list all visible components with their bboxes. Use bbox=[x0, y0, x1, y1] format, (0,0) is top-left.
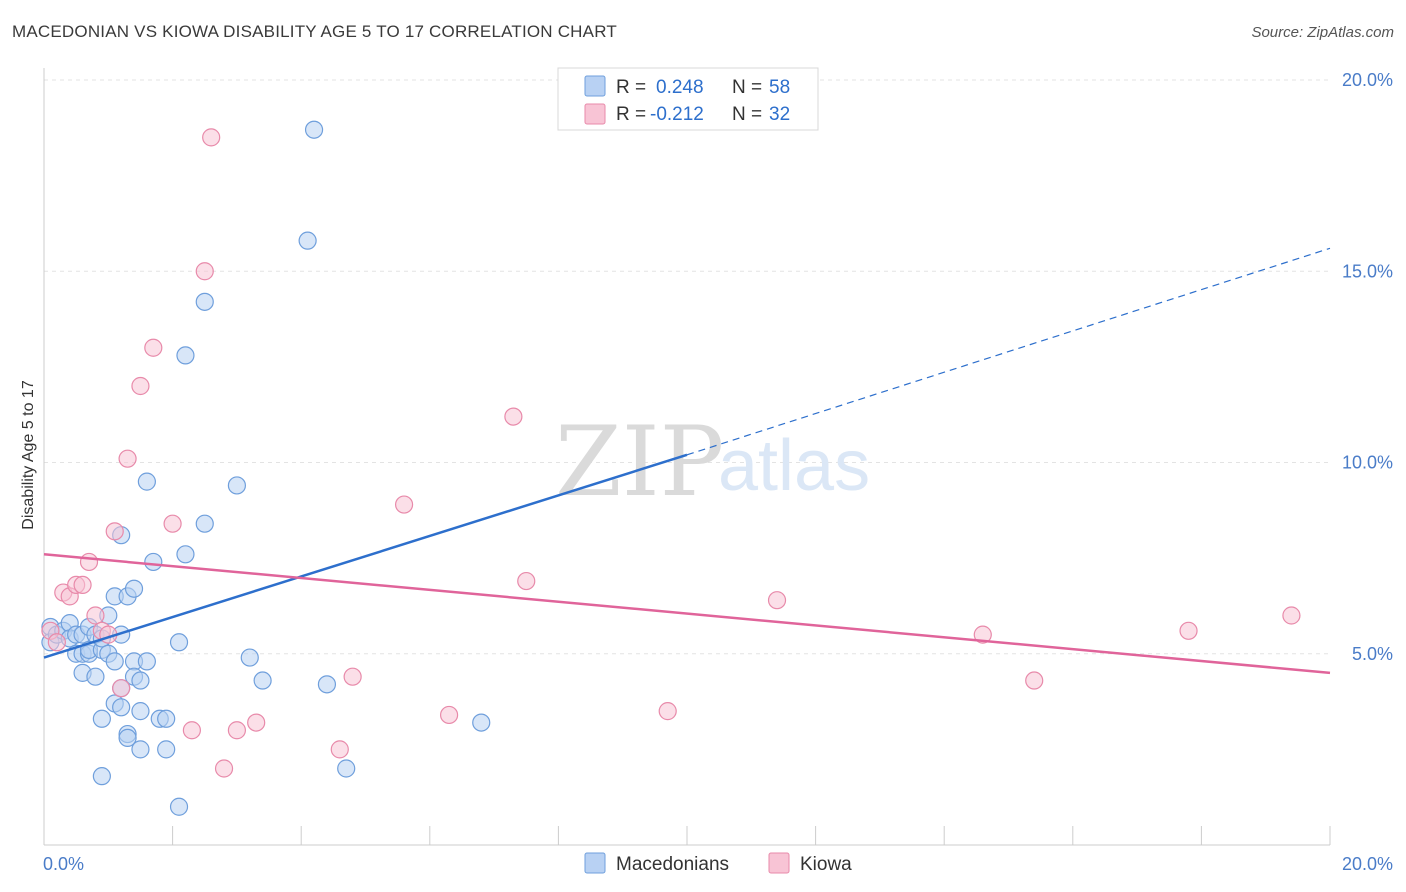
kiowa-point bbox=[163, 514, 182, 533]
axes bbox=[43, 68, 1331, 846]
macedonians-point bbox=[195, 292, 214, 311]
macedonians-point bbox=[253, 671, 272, 690]
macedonians-point bbox=[169, 633, 189, 652]
kiowa-point bbox=[73, 575, 92, 595]
macedonians-point bbox=[131, 740, 150, 759]
legend-n-label-kiowa: N = bbox=[732, 104, 762, 125]
source-label: Source: ZipAtlas.com bbox=[1251, 24, 1394, 41]
macedonians-point bbox=[472, 713, 491, 732]
macedonians-point bbox=[304, 120, 324, 139]
kiowa-point bbox=[973, 625, 992, 644]
macedonians-point bbox=[195, 514, 214, 533]
legend-swatch-macedonians bbox=[584, 75, 606, 97]
macedonians-trend-line bbox=[43, 453, 688, 659]
macedonians-point bbox=[176, 346, 195, 365]
macedonians-point bbox=[105, 652, 124, 671]
watermark: ZIP atlas bbox=[555, 406, 870, 518]
kiowa-point bbox=[1025, 671, 1044, 690]
y-tick-label: 20.0% bbox=[1342, 70, 1393, 90]
correlation-legend: R = 0.248 N = 58 R = -0.212 N = 32 bbox=[557, 67, 819, 131]
macedonians-trend-extension bbox=[686, 247, 1331, 456]
x-tick-label-min: 0.0% bbox=[43, 854, 84, 874]
series-legend: Macedonians Kiowa bbox=[584, 852, 852, 875]
y-tick-label: 5.0% bbox=[1352, 644, 1393, 664]
kiowa-point bbox=[247, 713, 266, 732]
chart-title: MACEDONIAN VS KIOWA DISABILITY AGE 5 TO … bbox=[12, 22, 617, 41]
kiowa-point bbox=[202, 128, 221, 147]
kiowa-point bbox=[214, 759, 234, 778]
kiowa-point bbox=[1179, 621, 1198, 640]
y-axis-title: Disability Age 5 to 17 bbox=[20, 380, 37, 530]
macedonians-point bbox=[92, 767, 111, 786]
macedonians-point bbox=[176, 545, 195, 564]
kiowa-point bbox=[112, 679, 131, 698]
kiowa-point bbox=[182, 721, 201, 740]
kiowa-point bbox=[144, 338, 163, 357]
grid-lines bbox=[44, 79, 1330, 655]
watermark-zip: ZIP bbox=[555, 406, 724, 518]
macedonians-point bbox=[137, 472, 156, 491]
x-tick-label-max: 20.0% bbox=[1342, 854, 1393, 874]
macedonians-point bbox=[337, 759, 356, 778]
kiowa-point bbox=[131, 376, 150, 396]
kiowa-point bbox=[195, 262, 214, 281]
legend-r-value-kiowa: -0.212 bbox=[650, 104, 704, 125]
macedonians-point bbox=[124, 579, 144, 598]
legend-n-value-kiowa: 32 bbox=[769, 104, 790, 125]
kiowa-point bbox=[1282, 606, 1301, 625]
kiowa-point bbox=[86, 606, 105, 625]
macedonians-point bbox=[317, 675, 337, 694]
kiowa-point bbox=[504, 407, 523, 426]
kiowa-point bbox=[517, 571, 536, 591]
watermark-atlas: atlas bbox=[718, 426, 870, 506]
legend-n-label-macedonians: N = bbox=[732, 77, 762, 98]
macedonians-point bbox=[298, 231, 317, 250]
macedonians-point bbox=[137, 652, 156, 671]
macedonians-point bbox=[157, 709, 176, 728]
kiowa-trend-line bbox=[43, 553, 1331, 675]
data-points bbox=[41, 120, 1301, 816]
kiowa-point bbox=[343, 667, 362, 686]
macedonians-point bbox=[86, 667, 105, 686]
kiowa-point bbox=[394, 495, 414, 514]
macedonians-point bbox=[240, 648, 259, 667]
macedonians-point bbox=[157, 740, 176, 759]
kiowa-point bbox=[118, 449, 137, 468]
kiowa-point bbox=[658, 702, 677, 721]
bottom-legend-swatch-kiowa bbox=[768, 852, 790, 874]
macedonians-point bbox=[92, 709, 111, 728]
macedonians-point bbox=[131, 671, 150, 690]
kiowa-point bbox=[227, 721, 246, 740]
macedonians-point bbox=[131, 702, 150, 721]
kiowa-point bbox=[105, 522, 124, 541]
y-tick-labels: 5.0% 10.0% 15.0% 20.0% bbox=[1342, 70, 1393, 664]
kiowa-point bbox=[79, 552, 99, 572]
bottom-legend-label-macedonians: Macedonians bbox=[616, 854, 729, 875]
kiowa-point bbox=[47, 633, 66, 652]
trend-lines bbox=[43, 247, 1331, 675]
legend-r-label-kiowa: R = bbox=[616, 104, 646, 125]
kiowa-point bbox=[439, 705, 459, 725]
y-tick-label: 10.0% bbox=[1342, 453, 1393, 473]
kiowa-point bbox=[767, 591, 787, 610]
legend-r-value-macedonians: 0.248 bbox=[656, 77, 704, 98]
legend-n-value-macedonians: 58 bbox=[769, 77, 790, 98]
kiowa-point bbox=[330, 740, 349, 759]
macedonians-point bbox=[112, 698, 131, 717]
bottom-legend-label-kiowa: Kiowa bbox=[800, 854, 852, 875]
macedonians-point bbox=[227, 476, 246, 495]
macedonians-point bbox=[169, 797, 189, 816]
macedonians-point bbox=[144, 552, 163, 572]
bottom-legend-swatch-macedonians bbox=[584, 852, 606, 874]
legend-r-label-macedonians: R = bbox=[616, 77, 646, 98]
macedonians-point bbox=[118, 728, 137, 748]
legend-swatch-kiowa bbox=[584, 103, 606, 125]
y-tick-label: 15.0% bbox=[1342, 261, 1393, 281]
